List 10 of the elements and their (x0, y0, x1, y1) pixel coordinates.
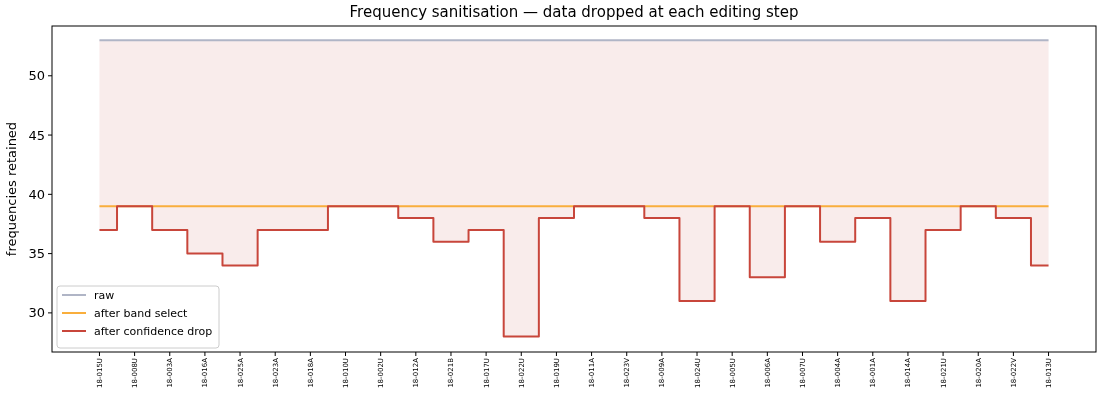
legend-label: after confidence drop (94, 324, 213, 338)
y-tick-label: 30 (28, 305, 45, 321)
chart-title: Frequency sanitisation — data dropped at each editing step (349, 3, 799, 21)
y-tick-label: 50 (28, 68, 45, 84)
legend-label: raw (94, 288, 115, 302)
y-tick-label: 45 (28, 127, 45, 143)
legend-label: after band select (94, 306, 189, 320)
y-tick-label: 40 (28, 186, 45, 202)
y-axis-title: frequencies retained (4, 121, 19, 257)
y-tick-label: 35 (28, 246, 45, 262)
